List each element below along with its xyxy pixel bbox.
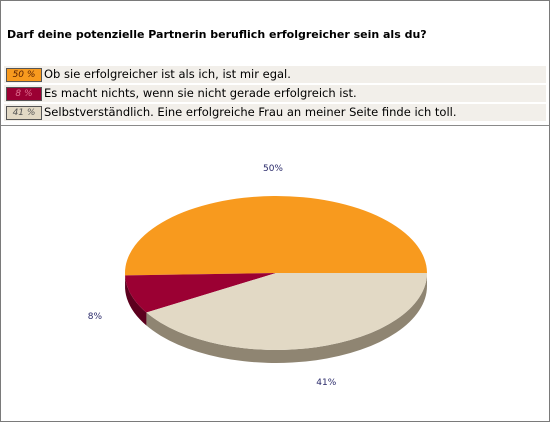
legend-percent-badge: 8 %: [6, 87, 42, 101]
legend-item-macht-nichts: 8 % Es macht nichts, wenn sie nicht gera…: [4, 85, 546, 102]
poll-question: Darf deine potenzielle Partnerin berufli…: [7, 28, 427, 41]
pie-chart: 50% 8% 41%: [88, 164, 427, 388]
legend-label: Ob sie erfolgreicher ist als ich, ist mi…: [44, 67, 291, 81]
data-label-egal: 50%: [263, 164, 283, 174]
data-label-selbstverstaendlich: 41%: [316, 378, 336, 388]
legend-item-selbstverstaendlich: 41 % Selbstverständlich. Eine erfolgreic…: [4, 104, 546, 121]
legend-label: Selbstverständlich. Eine erfolgreiche Fr…: [44, 105, 457, 119]
pie-slice-egal: [124, 195, 427, 276]
pie-slice-selbstverstaendlich: [146, 273, 427, 350]
pie-slice-macht-nichts-side: [125, 275, 147, 326]
divider: [1, 125, 549, 126]
legend-label: Es macht nichts, wenn sie nicht gerade e…: [44, 86, 357, 100]
legend-percent-badge: 41 %: [6, 106, 42, 120]
legend-percent-badge: 50 %: [6, 68, 42, 82]
data-label-macht-nichts: 8%: [88, 312, 103, 322]
pie-slice-selbstverstaendlich-side: [146, 273, 427, 363]
legend-item-egal: 50 % Ob sie erfolgreicher ist als ich, i…: [4, 66, 546, 83]
pie-slice-macht-nichts: [125, 273, 276, 313]
